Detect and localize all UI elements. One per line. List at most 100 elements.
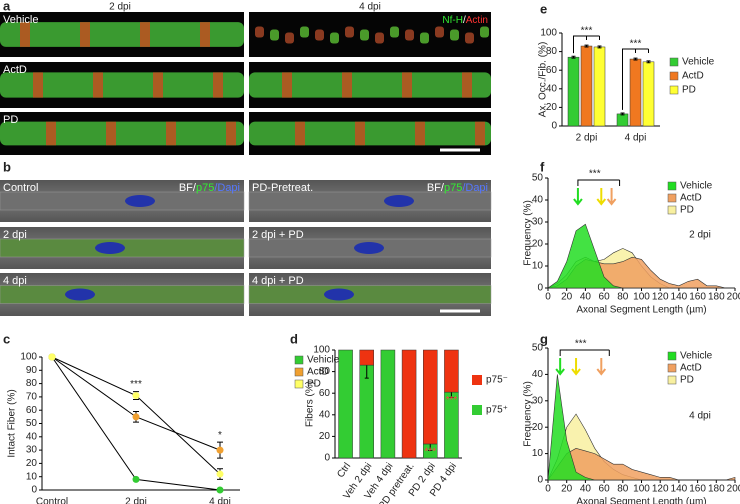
node: [402, 72, 412, 98]
y-tick-label: 0: [31, 485, 37, 496]
row-label: Vehicle: [3, 14, 38, 26]
bar: [580, 45, 593, 127]
nucleus: [95, 242, 125, 254]
x-tick-label: 80: [617, 292, 629, 303]
annotation: ***: [446, 395, 458, 406]
legend-label: p75⁻: [486, 375, 508, 386]
fragment: [390, 26, 399, 38]
stain-part: Nf-H: [442, 15, 463, 26]
node: [20, 22, 30, 47]
x-tick-label: 40: [580, 292, 592, 303]
x-tick-label: 180: [708, 292, 725, 303]
y-tick-label: 100: [540, 28, 557, 39]
area: [547, 223, 735, 289]
node: [93, 72, 103, 98]
cell-label: PD-Pretreat.: [252, 182, 313, 194]
x-tick-label: 120: [652, 484, 669, 495]
point: [216, 470, 224, 478]
error-bar: [597, 45, 602, 49]
x-tick-label: 140: [671, 292, 688, 303]
point: [48, 353, 56, 361]
bar: [642, 61, 655, 127]
legend-swatch: [472, 375, 482, 385]
y-tick-label: 10: [532, 448, 544, 459]
x-tick-label: 200: [727, 484, 740, 495]
y-tick-label: 40: [546, 83, 558, 94]
y-tick-label: 0: [537, 283, 543, 294]
y-tick-label: 100: [313, 345, 330, 356]
legend-label: Vehicle: [307, 355, 340, 366]
legend-label: Vehicle: [682, 57, 715, 68]
nucleus: [324, 288, 354, 301]
y-tick-label: 20: [26, 458, 38, 469]
bar-segment: [444, 349, 459, 393]
mean-arrow: [596, 358, 607, 376]
y-tick-label: 30: [26, 445, 38, 456]
axes: [334, 350, 462, 459]
axes: [41, 357, 240, 491]
stain-part: BF/: [179, 182, 197, 194]
y-tick-label: 60: [546, 65, 558, 76]
node: [33, 72, 43, 98]
bar: [629, 58, 642, 127]
node: [462, 72, 472, 98]
legend-swatch: [667, 375, 677, 385]
fragment: [360, 29, 369, 41]
bar-segment: [359, 364, 374, 459]
node: [226, 121, 236, 146]
panel-letter: d: [290, 331, 298, 346]
node: [106, 121, 116, 146]
annotation: *: [218, 430, 222, 441]
legend-swatch: [667, 363, 677, 373]
legend-swatch: [667, 193, 677, 203]
cell-label: 4 dpi + PD: [252, 275, 304, 287]
area: [547, 374, 735, 481]
panel-letter: a: [3, 0, 11, 13]
node: [166, 121, 176, 146]
legend-label: Vehicle: [680, 351, 713, 362]
y-tick-label: 40: [26, 431, 38, 442]
fiber: [249, 121, 491, 146]
fragment: [255, 26, 264, 38]
bracket: [622, 48, 649, 110]
fragment: [375, 32, 384, 44]
stain-part: p75: [444, 182, 462, 194]
legend-swatch: [669, 57, 679, 67]
x-tick-label: 20: [561, 484, 573, 495]
y-tick-label: 10: [26, 471, 38, 482]
mean-arrow: [596, 188, 607, 206]
y-tick-label: 10: [532, 261, 544, 272]
column-title: 4 dpi: [359, 2, 381, 13]
y-tick-label: 20: [532, 422, 544, 433]
fragment: [315, 29, 324, 41]
legend-label: ActD: [680, 193, 702, 204]
y-tick-label: 20: [532, 239, 544, 250]
annotation: ***: [589, 169, 601, 180]
fiber: [0, 121, 244, 146]
x-tick-label: 80: [617, 484, 629, 495]
stain-label: BF/p75/Dapi: [427, 182, 488, 194]
point: [216, 446, 224, 454]
bar-segment: [401, 349, 417, 459]
fragment: [330, 32, 339, 44]
node: [475, 121, 485, 146]
mean-arrow: [573, 188, 583, 206]
x-tick-label: 140: [671, 484, 688, 495]
stain-part: p75: [196, 182, 214, 194]
legend-label: p75⁺: [486, 405, 508, 416]
legend-label: PD: [680, 205, 694, 216]
nucleus: [384, 195, 414, 207]
x-tick-label: 160: [689, 484, 706, 495]
node: [342, 72, 352, 98]
y-tick-label: 20: [546, 102, 558, 113]
y-tick-label: 30: [532, 395, 544, 406]
chart-label: 4 dpi: [689, 411, 711, 422]
y-tick-label: 30: [532, 217, 544, 228]
mean-arrow: [606, 188, 617, 206]
image-panels: [0, 12, 492, 316]
x-tick-label: 2 dpi: [125, 497, 147, 504]
bracket: [577, 179, 621, 186]
panel-letter: b: [3, 159, 11, 174]
y-tick-label: 70: [26, 392, 38, 403]
point: [132, 413, 140, 421]
